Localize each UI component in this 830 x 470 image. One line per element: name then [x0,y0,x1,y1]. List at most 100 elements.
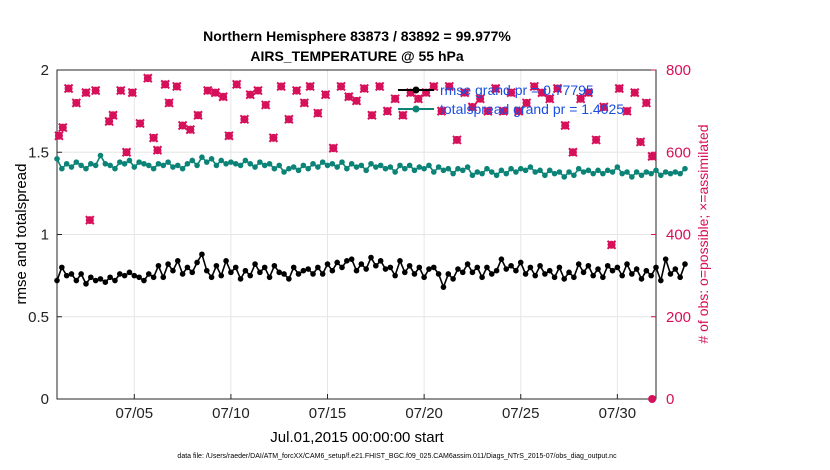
series-1-point [585,167,592,174]
series-0-point [319,271,326,277]
series-0-point [479,274,485,281]
series-1-point [88,160,94,167]
series-0-point [107,274,113,281]
obs-assimilated-point [85,215,95,225]
series-1-point [542,172,548,179]
series-1-point [614,164,621,170]
obs-assimilated-point [545,94,555,104]
series-0-point [450,276,456,282]
obs-assimilated-point [291,85,302,96]
obs-assimilated-point [218,92,228,102]
obs-assimilated-point [164,98,174,108]
obs-assimilated-point [224,131,234,141]
series-1-point [78,162,84,169]
series-0-point [189,269,196,276]
y-left-tick-label-2: 1 [41,227,49,244]
series-0-point [290,264,297,271]
series-0-point [459,269,466,276]
series-0-point [498,256,505,262]
obs-assimilated-point [152,145,163,155]
series-0-point [121,272,128,279]
series-1-point [300,162,307,169]
y-left-ticks: 0 0.5 1 1.5 2 [28,62,62,408]
series-0-point [633,266,640,272]
y-right-tick-label-3: 600 [666,144,691,161]
series-1-point [174,162,181,169]
obs-assimilated-point [284,114,294,125]
series-0-point [300,267,307,274]
obs-assimilated-point [108,110,118,120]
series-0-point [455,266,461,272]
series-1-point [513,169,519,175]
series-1-point [580,169,587,175]
series-0-point [648,272,654,279]
obs-assimilated-point [390,94,400,104]
series-0-point [406,262,413,269]
series-0-point [604,262,611,269]
series-0-point [387,264,394,271]
series-1-point [682,165,688,172]
series-1-point [286,165,292,172]
obs-assimilated-point [413,94,424,104]
obs-assimilated-point [127,87,138,98]
series-1-point [643,169,650,175]
series-1-point [63,160,70,167]
series-1-point [604,167,611,174]
series-1-point [189,157,196,164]
series-1-point [498,167,505,174]
series-1-point [662,169,669,175]
series-1-point [566,169,572,175]
series-1-point [184,160,191,167]
series-1-point [237,162,244,169]
series-1-point [213,162,220,169]
series-1-point [503,170,510,177]
series-1-point [517,165,524,172]
series-1-point [537,167,543,174]
x-tick-label-4: 07/25 [502,405,540,422]
y-right-tick-label-0: 0 [666,391,674,408]
series-1-point [194,162,200,169]
series-0-point [228,269,234,276]
series-1-point [406,162,413,169]
series-0-point [469,269,476,276]
series-0-point [344,258,350,264]
obs-assimilated-point [245,89,255,100]
series-1-point [324,162,331,169]
y-left-tick-label-1: 0.5 [28,309,49,326]
series-1-point [155,160,162,167]
series-1-point [83,165,89,172]
series-1-point [600,170,606,177]
series-1-point [532,169,539,175]
series-0-point [667,271,674,277]
obs-assimilated-point [260,100,271,110]
series-1-point [561,174,568,180]
series-1-point [667,170,674,177]
obs-assimilated-point [467,102,478,112]
series-0-point [242,267,249,274]
series-1-point [624,169,630,175]
series-1-point [160,162,167,169]
series-0-point [435,271,442,277]
series-0-point [556,264,563,271]
series-0-point [170,267,176,274]
obs-assimilated-point [641,98,652,108]
series-0-point [305,266,311,272]
series-1-point [653,167,659,174]
series-1-point [416,164,423,170]
footnote: data file: /Users/raeder/DAI/ATM_forcXX/… [177,453,617,460]
series-0-point [440,284,447,290]
series-1-point [252,164,258,170]
series-0-point [116,271,123,277]
series-0-point [600,274,606,281]
series-0-point [165,261,171,267]
obs-assimilated-point [90,85,101,96]
series-0-point [145,271,152,277]
series-0-point [508,262,514,269]
series-0-point [629,271,635,277]
y-axis-left-label: rmse and totalspread [13,164,30,305]
obs-assimilated-point [459,87,470,98]
chart-title-line2: AIRS_TEMPERATURE @ 55 hPa [250,48,464,64]
obs-assimilated-point [568,147,578,157]
series-1-point [232,160,239,167]
